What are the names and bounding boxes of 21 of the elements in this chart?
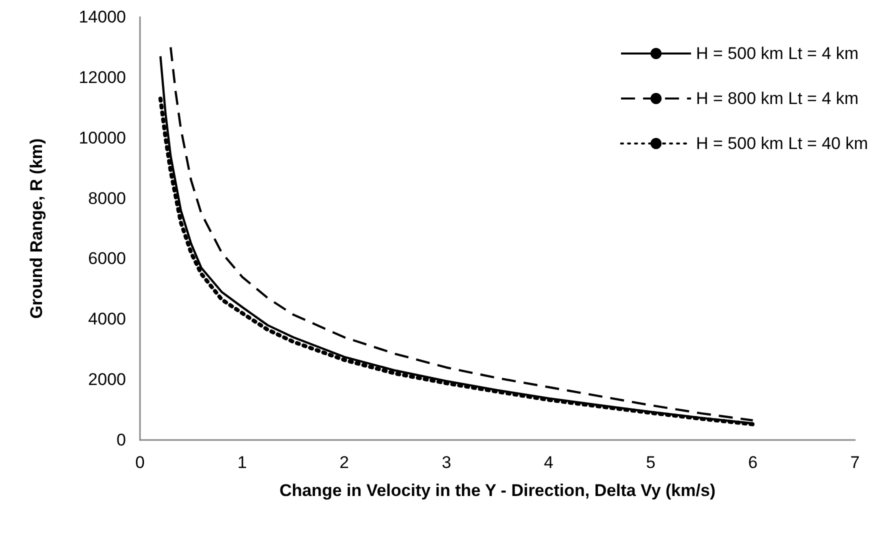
x-tick-label: 5 [646,453,656,472]
x-tick-label: 0 [135,453,145,472]
y-tick-label: 12000 [78,68,126,87]
legend-label: H = 800 km Lt = 4 km [696,89,859,108]
x-tick-label: 6 [748,453,758,472]
x-tick-label: 1 [237,453,247,472]
legend-label: H = 500 km Lt = 40 km [696,134,868,153]
y-tick-label: 2000 [88,370,126,390]
legend-label: H = 500 km Lt = 4 km [696,44,859,63]
y-tick-label: 14000 [78,8,126,26]
y-tick-label: 4000 [88,310,126,329]
x-tick-label: 7 [850,453,860,472]
y-tick-label: 6000 [88,249,126,268]
y-tick-label: 8000 [88,188,126,208]
x-tick-label: 4 [544,453,554,472]
x-tick-label: 2 [340,453,350,472]
y-axis-title: Ground Range, R (km) [27,138,46,319]
y-tick-label: 10000 [78,128,126,148]
x-axis-title: Change in Velocity in the Y - Direction, Delta Vy (km/s) [279,481,716,500]
y-tick-label: 0 [116,430,126,450]
x-tick-label: 3 [442,453,452,472]
